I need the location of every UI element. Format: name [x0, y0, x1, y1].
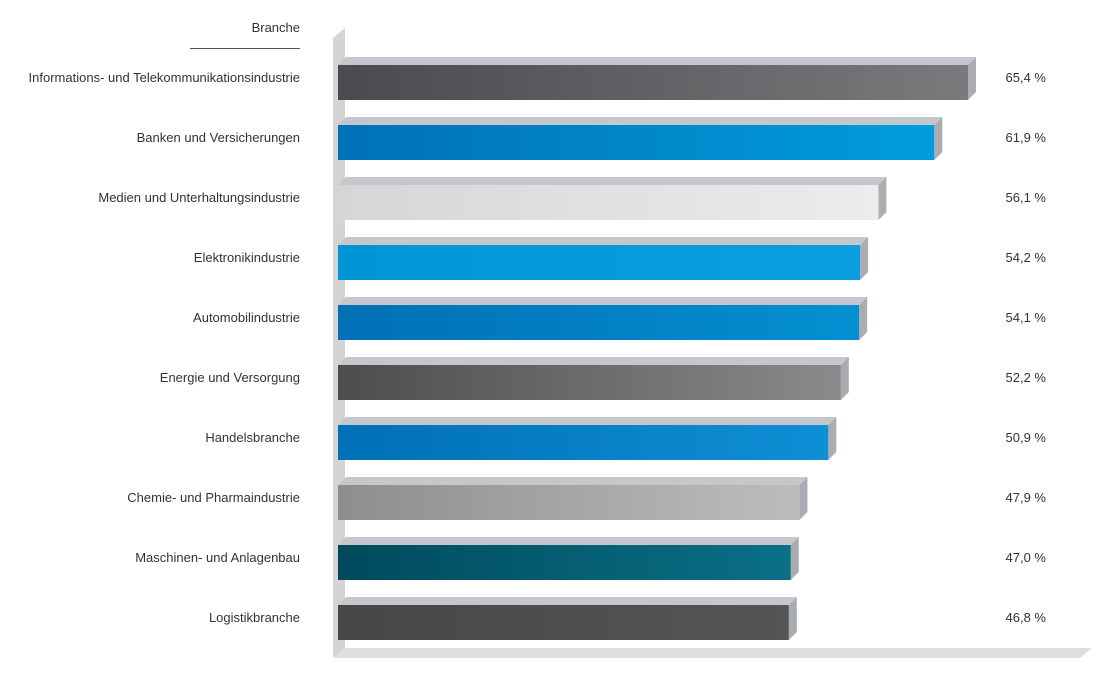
value-label: 54,1 %	[1006, 310, 1047, 325]
category-label: Maschinen- und Anlagenbau	[135, 550, 300, 565]
bar-side-face	[968, 57, 976, 100]
bar-side-face	[859, 297, 868, 340]
category-label: Automobilindustrie	[193, 310, 300, 325]
bar-top-face	[338, 237, 869, 245]
bar-side-face	[790, 537, 799, 580]
bar-top-face	[338, 357, 849, 365]
bar-side-face	[788, 597, 797, 640]
bar	[338, 545, 791, 580]
category-label: Energie und Versorgung	[160, 370, 300, 385]
bar-top-face	[338, 177, 887, 185]
bar-side-face	[828, 417, 837, 460]
value-label: 65,4 %	[1006, 70, 1047, 85]
bar-top-face	[338, 57, 976, 65]
bar	[338, 125, 935, 160]
category-label: Medien und Unterhaltungsindustrie	[98, 190, 300, 205]
bar	[338, 485, 800, 520]
bar-side-face	[860, 237, 869, 280]
value-label: 47,9 %	[1006, 490, 1047, 505]
bar-top-face	[338, 417, 837, 425]
value-label: 46,8 %	[1006, 610, 1047, 625]
bar	[338, 65, 968, 100]
category-label: Handelsbranche	[205, 430, 300, 445]
category-label: Chemie- und Pharmaindustrie	[127, 490, 300, 505]
category-label: Banken und Versicherungen	[137, 130, 300, 145]
category-label: Elektronikindustrie	[194, 250, 300, 265]
bar-side-face	[934, 117, 943, 160]
bar-top-face	[338, 297, 868, 305]
bar	[338, 245, 861, 280]
value-label: 54,2 %	[1006, 250, 1047, 265]
bar-top-face	[338, 597, 797, 605]
bar	[338, 305, 860, 340]
category-header-rule	[190, 48, 300, 49]
axis-floor	[333, 648, 1092, 658]
value-label: 56,1 %	[1006, 190, 1047, 205]
bar-side-face	[840, 357, 849, 400]
bar	[338, 605, 789, 640]
bar	[338, 425, 829, 460]
category-label: Informations- und Telekommunikationsindu…	[29, 70, 300, 85]
bar	[338, 185, 879, 220]
bar-side-face	[878, 177, 887, 220]
category-label: Logistikbranche	[209, 610, 300, 625]
bar-top-face	[338, 117, 943, 125]
value-label: 52,2 %	[1006, 370, 1047, 385]
bar-side-face	[799, 477, 808, 520]
bar-top-face	[338, 537, 799, 545]
value-label: 61,9 %	[1006, 130, 1047, 145]
value-label: 47,0 %	[1006, 550, 1047, 565]
bar	[338, 365, 841, 400]
value-label: 50,9 %	[1006, 430, 1047, 445]
category-header: Branche	[251, 20, 300, 35]
bar-top-face	[338, 477, 808, 485]
